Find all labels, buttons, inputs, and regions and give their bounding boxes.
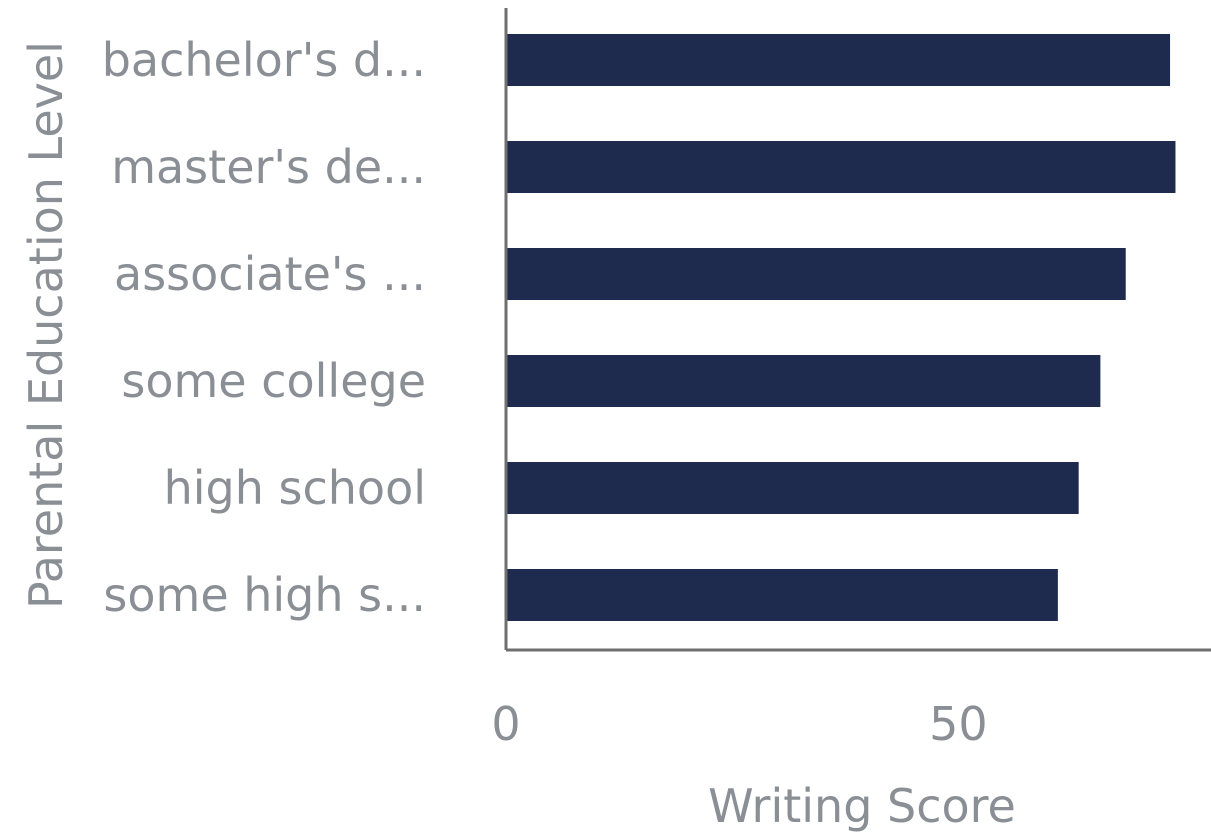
category-label: master's de... bbox=[111, 140, 426, 194]
bar bbox=[506, 248, 1126, 300]
category-label: bachelor's d... bbox=[102, 33, 426, 87]
bar bbox=[506, 462, 1079, 514]
x-axis-title: Writing Score bbox=[708, 779, 1016, 832]
bar bbox=[506, 569, 1058, 621]
category-label: some college bbox=[121, 354, 426, 408]
y-axis-title: Parental Education Level bbox=[19, 41, 73, 609]
category-label: some high s... bbox=[103, 568, 426, 622]
bar bbox=[506, 34, 1171, 86]
category-label: associate's ... bbox=[114, 247, 426, 301]
x-tick-label: 50 bbox=[929, 697, 988, 751]
bars-group bbox=[506, 34, 1176, 621]
bar bbox=[506, 355, 1101, 407]
category-label: high school bbox=[164, 461, 426, 515]
x-tick-label: 0 bbox=[491, 697, 520, 751]
category-labels: bachelor's d... master's de... associate's… bbox=[102, 33, 426, 622]
x-tick-labels: 0 50 bbox=[491, 697, 987, 751]
bar bbox=[506, 141, 1176, 193]
